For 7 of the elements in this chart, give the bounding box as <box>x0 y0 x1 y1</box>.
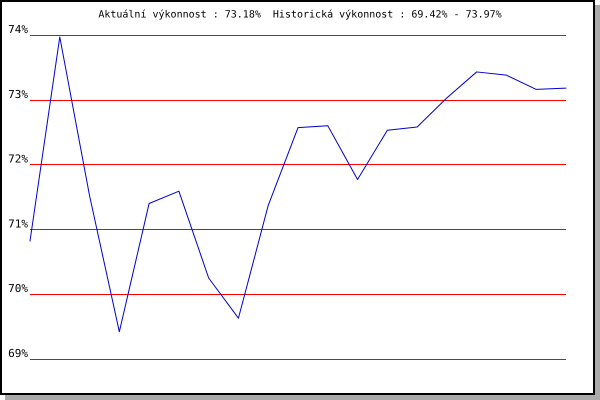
y-tick-label: 72% <box>8 152 28 166</box>
y-tick-label: 74% <box>8 23 28 36</box>
y-tick-label: 70% <box>8 282 28 296</box>
y-tick-label: 73% <box>8 88 28 101</box>
y-tick-label: 71% <box>8 217 28 230</box>
y-tick-label: 69% <box>8 347 28 360</box>
chart-title: Aktuální výkonnost : 73.18% Historická výkonnost : 69.42% - 73.97% <box>98 10 502 20</box>
